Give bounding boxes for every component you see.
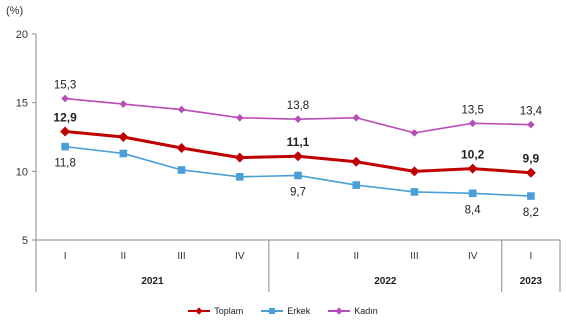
data-point: [235, 173, 244, 181]
x-tick-label: I: [64, 251, 67, 262]
legend-label: Erkek: [287, 306, 311, 316]
data-point: [61, 94, 69, 103]
data-point: [177, 105, 186, 114]
data-point: [468, 189, 477, 198]
data-point: [351, 156, 362, 167]
chart-data-labels: 11,8 9,7 8,4 8,2 15,3 13,8 13,5 13,4 12,9 11,1 10,…: [53, 80, 542, 220]
x-tick-label: III: [410, 251, 418, 262]
data-point: [293, 151, 303, 162]
data-point: [527, 120, 535, 129]
legend-swatch: [261, 306, 284, 316]
chart-legend: Toplam Erkek Kadın: [0, 306, 566, 316]
x-tick-label: IV: [235, 251, 245, 262]
data-label: 11,1: [287, 135, 310, 149]
y-tick-label: 5: [22, 235, 28, 247]
chart-series: [60, 94, 536, 200]
legend-swatch: [328, 306, 351, 316]
legend-swatch: [188, 306, 211, 316]
data-point: [352, 181, 361, 189]
x-group-label: 2022: [374, 276, 397, 287]
data-label: 8,2: [523, 207, 539, 219]
data-label: 13,8: [287, 100, 309, 112]
data-point: [352, 113, 361, 122]
x-group-label: 2021: [141, 276, 164, 287]
legend-item: Toplam: [188, 306, 243, 316]
x-tick-label: III: [177, 251, 185, 262]
legend-label: Kadın: [354, 306, 378, 316]
data-point: [61, 142, 69, 151]
data-point: [119, 100, 128, 108]
data-point: [527, 192, 535, 200]
y-axis-unit-label: (%): [6, 5, 23, 17]
y-tick-label: 20: [16, 29, 28, 41]
data-point: [119, 149, 128, 158]
data-point: [294, 171, 302, 180]
data-point: [60, 126, 71, 137]
data-label: 8,4: [465, 204, 482, 216]
data-point: [294, 115, 302, 123]
data-point: [410, 188, 419, 196]
x-tick-label: I: [297, 251, 300, 262]
data-point: [234, 152, 245, 163]
y-tick-label: 15: [16, 98, 28, 110]
x-tick-label: I: [529, 251, 532, 262]
data-point: [468, 119, 477, 128]
data-label: 12,9: [53, 111, 77, 125]
data-label: 10,2: [461, 148, 485, 162]
legend-item: Kadın: [328, 306, 378, 316]
data-label: 15,3: [54, 80, 76, 92]
data-label: 13,5: [461, 104, 483, 116]
legend-label: Toplam: [214, 306, 244, 316]
data-point: [176, 142, 187, 153]
data-point: [467, 163, 478, 174]
x-tick-label: II: [353, 251, 359, 262]
x-tick-label: II: [121, 251, 127, 262]
data-point: [118, 132, 129, 142]
data-point: [525, 167, 536, 178]
data-label: 11,8: [54, 158, 76, 170]
x-group-label: 2023: [520, 276, 543, 287]
data-point: [235, 113, 244, 122]
y-tick-label: 10: [16, 166, 28, 178]
x-tick-label: IV: [468, 251, 478, 262]
legend-item: Erkek: [261, 306, 310, 316]
data-point: [177, 166, 186, 174]
data-point: [410, 129, 419, 137]
data-label: 9,9: [523, 152, 540, 166]
data-label: 9,7: [290, 186, 306, 198]
data-label: 13,4: [520, 106, 543, 118]
data-point: [409, 166, 420, 177]
